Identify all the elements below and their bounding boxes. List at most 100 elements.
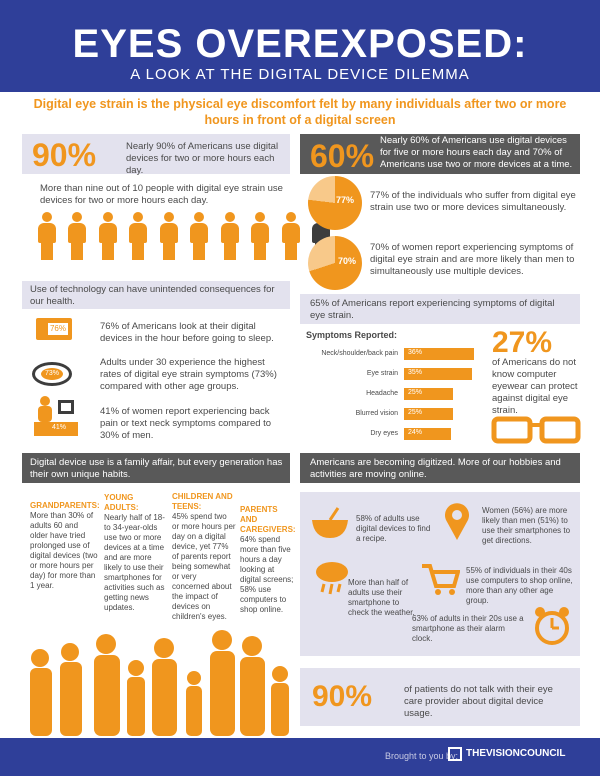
- bar: 25%: [404, 388, 453, 400]
- vision-council-logo: THEVISIONCOUNCIL: [466, 748, 566, 759]
- vision-council-logo-icon: [448, 747, 462, 761]
- gen-head: PARENTS AND CAREGIVERS:: [240, 505, 296, 534]
- weather-text: More than half of adults use their smart…: [348, 578, 415, 617]
- stat27-text: of Americans do not know computer eyewea…: [492, 357, 578, 416]
- item-76-text: 76% of Americans look at their digital d…: [100, 321, 274, 344]
- shopping-cart-icon: [422, 564, 460, 595]
- person-icon: [66, 212, 88, 260]
- brought-by-text: Brought to you by:: [385, 751, 459, 761]
- bar-category-label: Dry eyes: [370, 430, 398, 437]
- map-pin-icon: [445, 503, 469, 540]
- bar-value-label: 35%: [408, 369, 423, 376]
- gen-head: CHILDREN AND TEENS:: [172, 492, 233, 511]
- page-title: EYES OVEREXPOSED:: [72, 22, 528, 66]
- weather-cloud-icon: [316, 562, 348, 595]
- recipe-text: 58% of adults use digital devices to fin…: [356, 514, 431, 543]
- gen-grandparents: GRANDPARENTS: More than 30% of adults 60…: [30, 501, 100, 591]
- stat90-band: 90% Nearly 90% of Americans use digital …: [22, 134, 290, 176]
- stat90b-band: 90% of patients do not talk with their e…: [300, 668, 580, 726]
- footer-banner: Brought to you by: THEVISIONCOUNCIL: [0, 738, 600, 776]
- eyeglasses-icon: [491, 416, 581, 444]
- bar: 24%: [404, 428, 451, 440]
- person-icon: [188, 212, 210, 260]
- stat90b-text: of patients do not talk with their eye c…: [404, 684, 553, 719]
- stat60-band: 60% Nearly 60% of Americans use digital …: [300, 134, 580, 174]
- person-icon: [97, 212, 119, 260]
- pie-chart-77: [308, 176, 362, 230]
- gen-text: 45% spend two or more hours per day on a…: [172, 512, 236, 621]
- bar-value-label: 25%: [408, 389, 423, 396]
- nine-of-ten-text: More than nine out of 10 people with dig…: [40, 183, 283, 206]
- bar-value-label: 25%: [408, 409, 423, 416]
- bar-row: Dry eyes 24%: [300, 428, 480, 440]
- symptoms-band: 65% of Americans report experiencing sym…: [300, 294, 580, 324]
- gen-text: More than 30% of adults 60 and older hav…: [30, 511, 98, 590]
- bar: 35%: [404, 368, 472, 380]
- tech-band-text: Use of technology can have unintended co…: [30, 284, 275, 307]
- bar-category-label: Eye strain: [366, 370, 398, 377]
- people-row: [36, 212, 331, 262]
- symptoms-band-text: 65% of Americans report experiencing sym…: [310, 298, 555, 321]
- person-icon: [158, 212, 180, 260]
- symptoms-bar-chart: Neck/shoulder/back pain 36% Eye strain 35% H…: [300, 344, 480, 444]
- family-band: Digital device use is a family affair, b…: [22, 453, 290, 483]
- desk-badge: 41%: [52, 424, 67, 431]
- person-icon: [127, 212, 149, 260]
- bar-row: Headache 25%: [300, 388, 480, 400]
- stat90-text: Nearly 90% of Americans use digital devi…: [126, 141, 279, 176]
- family-silhouette-graphic: [30, 630, 289, 736]
- person-icon: [280, 212, 302, 260]
- symptoms-title: Symptoms Reported:: [306, 330, 398, 340]
- stat90-pct: 90%: [32, 137, 97, 173]
- gen-head: GRANDPARENTS:: [30, 501, 100, 510]
- bar-category-label: Neck/shoulder/back pain: [321, 350, 398, 357]
- mixing-bowl-icon: [312, 507, 348, 538]
- bar-value-label: 24%: [408, 429, 423, 436]
- intro-text: Digital eye strain is the physical eye d…: [33, 97, 567, 127]
- eye-badge: 73%: [41, 368, 63, 380]
- bar-category-label: Blurred vision: [355, 410, 398, 417]
- bar-row: Eye strain 35%: [300, 368, 480, 380]
- alarm-clock-icon: [535, 607, 569, 645]
- family-band-text: Digital device use is a family affair, b…: [30, 457, 283, 480]
- bar: 25%: [404, 408, 453, 420]
- page-subtitle: A LOOK AT THE DIGITAL DEVICE DILEMMA: [130, 66, 470, 83]
- tech-band: Use of technology can have unintended co…: [22, 281, 290, 309]
- digitized-band-text: Americans are becoming digitized. More o…: [310, 457, 561, 480]
- bar-row: Neck/shoulder/back pain 36%: [300, 348, 480, 360]
- digitized-band: Americans are becoming digitized. More o…: [300, 453, 580, 483]
- pie-70-text: 70% of women report experiencing symptom…: [370, 242, 575, 277]
- stat27-pct: 27%: [492, 326, 553, 359]
- eye-icon: 73%: [32, 362, 72, 386]
- pie-label: 77%: [336, 195, 355, 205]
- digitized-panel: 58% of adults use digital devices to fin…: [300, 492, 580, 656]
- stat90b-pct: 90%: [312, 680, 373, 713]
- gen-text: Nearly half of 18- to 34-year-olds use t…: [104, 513, 165, 612]
- alarm-text: 63% of adults in their 20s use a smartph…: [412, 614, 524, 643]
- gen-parents: PARENTS AND CAREGIVERS: 64% spend more t…: [240, 505, 296, 615]
- header-banner: EYES OVEREXPOSED: A LOOK AT THE DIGITAL …: [0, 0, 600, 92]
- bed-badge: 76%: [48, 323, 68, 335]
- pie-chart-70: [308, 236, 362, 290]
- bar-category-label: Headache: [366, 390, 398, 397]
- person-icon: [249, 212, 271, 260]
- person-icon: [36, 212, 58, 260]
- pie-77-text: 77% of the individuals who suffer from d…: [370, 190, 576, 213]
- item-73-text: Adults under 30 experience the highest r…: [100, 357, 277, 392]
- gen-text: 64% spend more than five hours a day loo…: [240, 535, 294, 614]
- stat60-text: Nearly 60% of Americans use digital devi…: [380, 135, 573, 170]
- stat60-pct: 60%: [310, 138, 375, 174]
- gen-children-teens: CHILDREN AND TEENS: 45% spend two or mor…: [172, 492, 236, 622]
- desk-worker-icon: 41%: [34, 394, 78, 438]
- gen-young-adults: YOUNG ADULTS: Nearly half of 18- to 34-y…: [104, 493, 166, 613]
- bar-row: Blurred vision 25%: [300, 408, 480, 420]
- item-41-text: 41% of women report experiencing back pa…: [100, 406, 272, 441]
- person-icon: [219, 212, 241, 260]
- bar-value-label: 36%: [408, 349, 423, 356]
- shop-online-text: 55% of individuals in their 40s use comp…: [466, 566, 573, 605]
- bar: 36%: [404, 348, 474, 360]
- directions-text: Women (56%) are more likely than men (51…: [482, 506, 571, 545]
- bed-icon: 76%: [36, 318, 72, 340]
- gen-head: YOUNG ADULTS:: [104, 493, 139, 512]
